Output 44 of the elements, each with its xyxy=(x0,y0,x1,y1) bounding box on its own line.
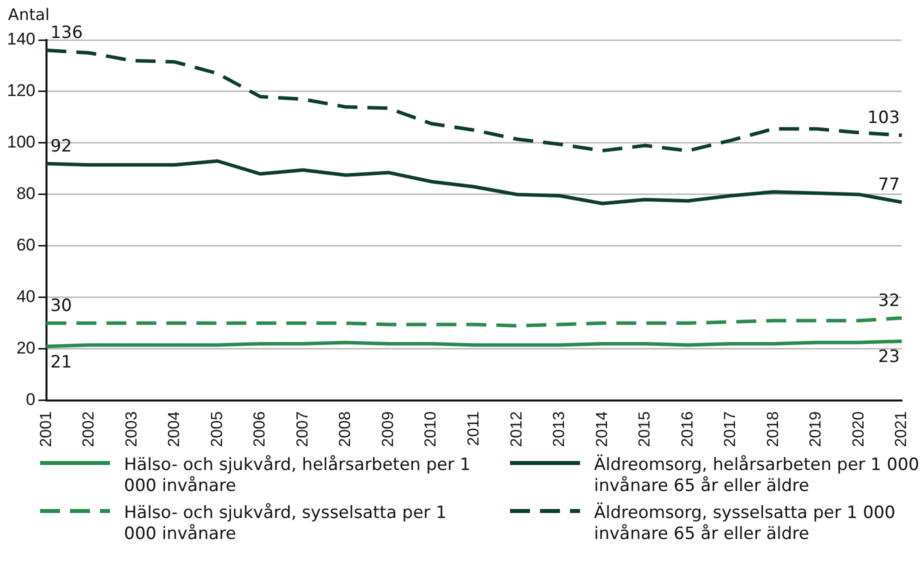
line-series xyxy=(44,316,904,328)
legend-label: Äldreomsorg, sysselsatta per 1 000 invånare 65 år eller äldre xyxy=(594,503,896,545)
legend-label: Hälso- och sjukvård, helårsarbeten per 1 000 invånare xyxy=(124,455,472,497)
data-label: 21 xyxy=(50,352,72,372)
legend-label: Hälso- och sjukvård, sysselsatta per 1 000 invånare xyxy=(124,503,448,545)
data-label: 30 xyxy=(50,296,72,316)
y-tick-label: 140 xyxy=(6,30,36,49)
y-tick-label: 80 xyxy=(16,184,36,204)
y-tick-label: 60 xyxy=(16,236,36,255)
x-tick-label: 2014 xyxy=(594,411,611,447)
y-tick-label: 20 xyxy=(16,338,36,358)
legend-label: Äldreomsorg, helårsarbeten per 1 000 invånare 65 år eller äldre xyxy=(594,455,920,497)
data-label: 136 xyxy=(50,23,83,44)
x-tick-label: 2021 xyxy=(893,411,910,447)
x-tick-label: 2007 xyxy=(294,411,312,447)
x-tick-label: 2005 xyxy=(208,411,226,447)
x-tick-label: 2011 xyxy=(465,411,482,446)
x-tick-label: 2008 xyxy=(337,411,354,447)
x-tick-label: 2013 xyxy=(551,411,568,447)
y-axis-title: Antal xyxy=(8,5,50,24)
x-tick-label: 2002 xyxy=(80,411,98,447)
data-label: 32 xyxy=(878,290,900,311)
line-series xyxy=(44,48,904,152)
x-tick-label: 2018 xyxy=(764,411,782,447)
x-tick-label: 2012 xyxy=(508,411,526,447)
x-tick-label: 2019 xyxy=(808,411,825,447)
y-tick-label: 0 xyxy=(26,390,36,410)
x-tick-label: 2016 xyxy=(679,411,696,447)
x-tick-label: 2015 xyxy=(636,411,654,447)
x-tick-label: 2004 xyxy=(166,411,184,447)
y-tick-label: 100 xyxy=(6,132,36,152)
x-tick-label: 2010 xyxy=(422,411,440,447)
y-tick-label: 40 xyxy=(16,287,36,306)
x-tick-label: 2003 xyxy=(123,411,140,447)
x-tick-label: 2006 xyxy=(252,411,269,447)
x-tick-label: 2009 xyxy=(380,411,397,447)
data-label: 103 xyxy=(867,108,900,128)
data-label: 23 xyxy=(878,347,900,368)
x-tick-label: 2017 xyxy=(722,411,740,447)
x-tick-label: 2020 xyxy=(850,411,868,447)
x-tick-label: 2001 xyxy=(38,411,55,447)
data-label: 77 xyxy=(878,175,900,196)
y-tick-label: 120 xyxy=(6,81,36,100)
data-label: 92 xyxy=(50,136,72,156)
